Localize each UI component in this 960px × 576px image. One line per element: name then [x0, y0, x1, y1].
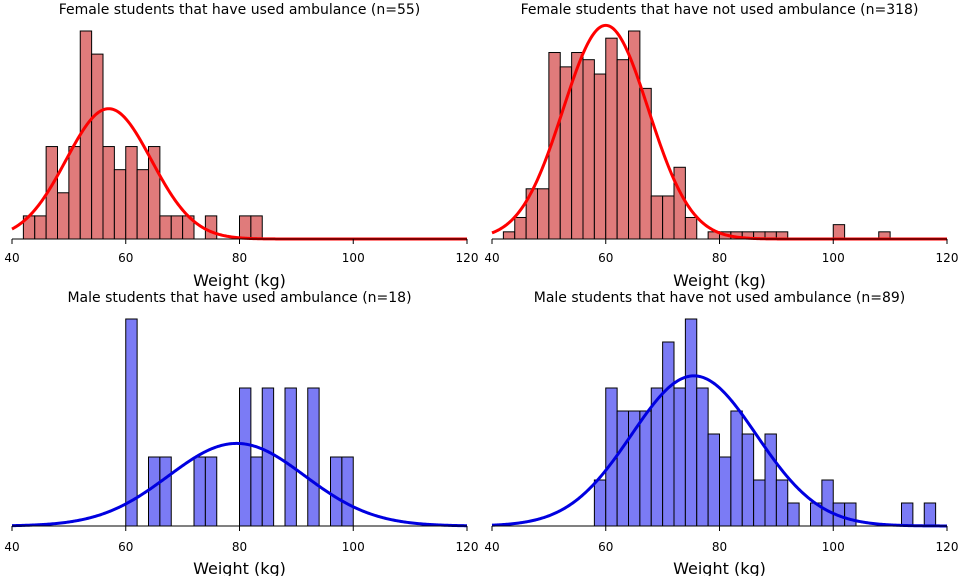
- histogram-bar: [113, 169, 127, 240]
- panel-title: Male students that have used ambulance (…: [67, 290, 411, 306]
- normal-fit-curve: [11, 441, 468, 528]
- x-tick-label: 60: [598, 251, 613, 265]
- panel-title: Male students that have not used ambulan…: [534, 290, 905, 306]
- histogram-bar: [284, 387, 297, 527]
- histogram-bar: [582, 59, 595, 240]
- histogram-bar: [537, 188, 550, 240]
- histogram-bar: [821, 479, 834, 527]
- histogram-bar: [330, 456, 343, 527]
- histogram-bar: [125, 146, 138, 240]
- histogram-panel-1: Female students that have used ambulance…: [4, 2, 478, 290]
- histogram-bar: [34, 215, 47, 240]
- histogram-bar: [753, 479, 766, 527]
- normal-fit-curve: [491, 374, 948, 528]
- histogram-bar: [901, 502, 914, 527]
- histogram-bar: [239, 215, 252, 240]
- histogram-panel-2: Female students that have not used ambul…: [484, 2, 958, 290]
- histogram-bar: [502, 231, 516, 240]
- histogram-bar: [250, 456, 263, 527]
- histogram-bar: [68, 146, 81, 240]
- histogram-bar: [662, 341, 675, 527]
- histogram-bar: [204, 456, 218, 527]
- x-tick-label: 60: [118, 540, 133, 554]
- histogram-panel-3: Male students that have used ambulance (…: [4, 290, 478, 576]
- x-tick-label: 80: [712, 251, 727, 265]
- histogram-bar: [616, 410, 629, 527]
- histogram-bar: [650, 195, 664, 240]
- x-axis-label: Weight (kg): [673, 271, 766, 290]
- histogram-bar: [250, 215, 263, 240]
- histogram-bar: [673, 166, 686, 240]
- histogram-bar: [662, 195, 675, 240]
- histogram-bar: [593, 73, 607, 240]
- x-tick-label: 40: [4, 540, 19, 554]
- histogram-bar: [514, 216, 527, 240]
- histogram-bar: [684, 318, 698, 527]
- histogram-bar: [730, 410, 743, 527]
- histogram-bar: [239, 387, 252, 527]
- histogram-bar: [91, 53, 104, 240]
- histogram-bar: [79, 30, 93, 240]
- x-axis-label: Weight (kg): [193, 559, 286, 576]
- x-tick-label: 120: [936, 251, 959, 265]
- x-axis-label: Weight (kg): [673, 559, 766, 576]
- x-tick-label: 40: [484, 540, 499, 554]
- histogram-bar: [136, 169, 149, 240]
- histogram-bar: [148, 456, 161, 527]
- panel-title: Female students that have used ambulance…: [59, 2, 421, 18]
- histogram-bar: [616, 59, 629, 240]
- x-tick-label: 120: [456, 251, 479, 265]
- histogram-bar: [741, 433, 755, 527]
- histogram-bar: [832, 224, 846, 240]
- x-tick-label: 60: [598, 540, 613, 554]
- histogram-bar: [307, 387, 320, 527]
- histogram-bar: [204, 215, 218, 240]
- panel-title: Female students that have not used ambul…: [521, 2, 919, 18]
- x-tick-label: 120: [936, 540, 959, 554]
- x-tick-label: 100: [822, 251, 845, 265]
- histogram-bar: [57, 192, 70, 240]
- histogram-bar: [696, 387, 709, 527]
- x-tick-label: 80: [712, 540, 727, 554]
- histogram-bar: [628, 30, 641, 240]
- x-tick-label: 80: [232, 540, 247, 554]
- histogram-bar: [719, 456, 732, 527]
- histogram-bar: [639, 410, 652, 527]
- histogram-bar: [593, 479, 607, 527]
- x-tick-label: 100: [822, 540, 845, 554]
- histogram-bar: [923, 502, 937, 527]
- x-tick-label: 60: [118, 251, 133, 265]
- x-tick-label: 40: [484, 251, 499, 265]
- histogram-bar: [125, 318, 138, 527]
- histogram-bar: [102, 146, 115, 240]
- histogram-bar: [341, 456, 354, 527]
- histogram-bar: [650, 387, 664, 527]
- x-axis-label: Weight (kg): [193, 271, 286, 290]
- histogram-bar: [159, 456, 172, 527]
- histogram-bar: [787, 502, 800, 527]
- histogram-bar: [193, 456, 206, 527]
- x-tick-label: 120: [456, 540, 479, 554]
- histogram-bar: [844, 502, 857, 527]
- histogram-bar: [707, 433, 720, 527]
- histogram-bar: [673, 387, 686, 527]
- x-tick-label: 40: [4, 251, 19, 265]
- x-tick-label: 100: [342, 540, 365, 554]
- histogram-bar: [684, 216, 698, 240]
- histogram-bar: [605, 37, 618, 240]
- x-tick-label: 100: [342, 251, 365, 265]
- histogram-bar: [261, 387, 275, 527]
- histogram-panel-4: Male students that have not used ambulan…: [484, 290, 958, 576]
- histogram-bar: [170, 215, 184, 240]
- x-tick-label: 80: [232, 251, 247, 265]
- histogram-bar: [159, 215, 172, 240]
- histogram-bar: [775, 479, 789, 527]
